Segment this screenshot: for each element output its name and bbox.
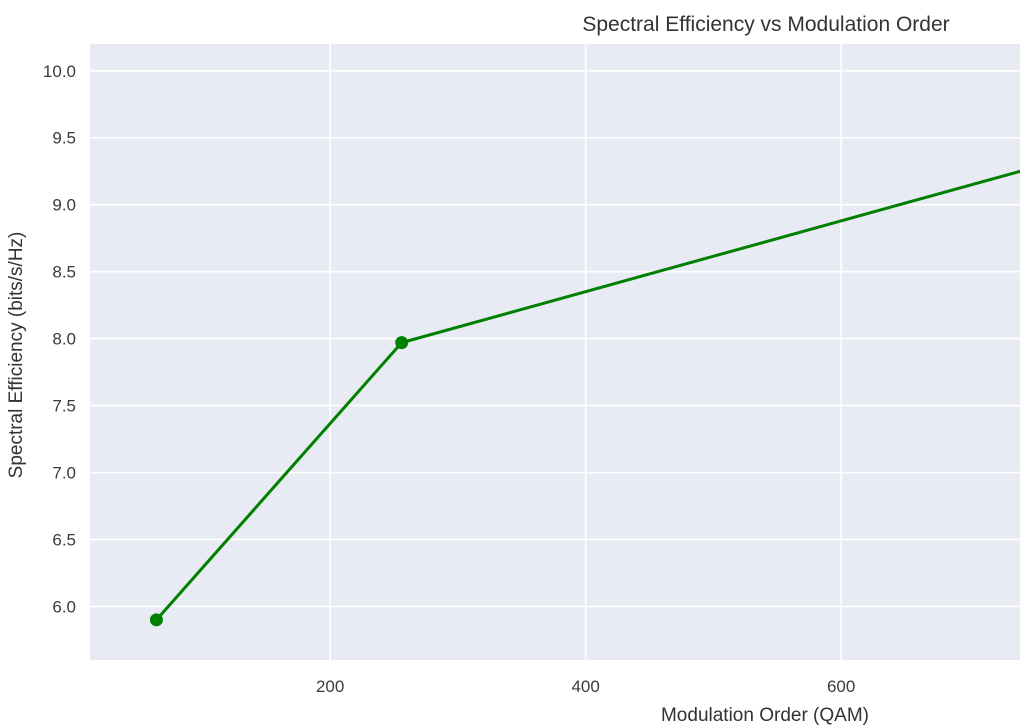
chart-title: Spectral Efficiency vs Modulation Order bbox=[582, 13, 949, 36]
y-gridlines bbox=[90, 69, 1020, 608]
x-gridlines bbox=[329, 44, 842, 660]
x-tick-label: 200 bbox=[316, 677, 344, 696]
plot-area bbox=[90, 44, 1020, 660]
data-point bbox=[395, 336, 409, 350]
x-tick-labels: 200 400 600 bbox=[316, 677, 855, 696]
y-tick-label: 8.0 bbox=[52, 330, 76, 349]
y-axis-title: Spectral Efficiency (bits/s/Hz) bbox=[6, 232, 27, 479]
y-tick-label: 6.5 bbox=[52, 530, 76, 549]
y-tick-label: 10.0 bbox=[43, 62, 76, 81]
y-tick-label: 9.0 bbox=[52, 196, 76, 215]
data-point bbox=[149, 613, 163, 627]
y-tick-label: 7.0 bbox=[52, 464, 76, 483]
y-tick-label: 6.0 bbox=[52, 597, 76, 616]
x-axis-title: Modulation Order (QAM) bbox=[661, 705, 869, 726]
x-tick-label: 600 bbox=[827, 677, 855, 696]
y-tick-label: 8.5 bbox=[52, 263, 76, 282]
y-tick-label: 9.5 bbox=[52, 129, 76, 148]
x-tick-label: 400 bbox=[571, 677, 599, 696]
series-layer bbox=[149, 169, 1020, 627]
y-tick-labels: 6.0 6.5 7.0 7.5 8.0 8.5 9.0 9.5 10.0 bbox=[43, 62, 76, 617]
y-tick-label: 7.5 bbox=[52, 397, 76, 416]
